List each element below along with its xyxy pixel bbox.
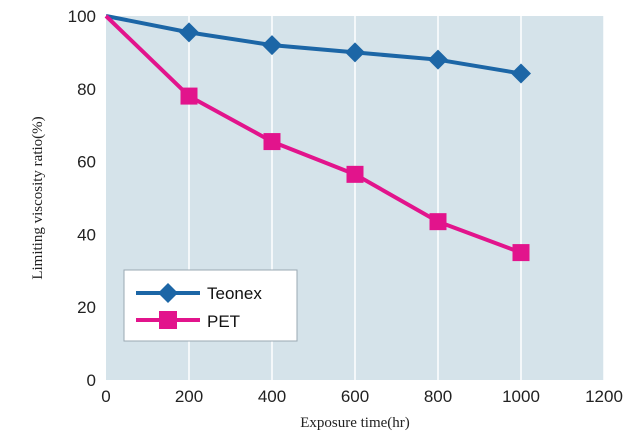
point-pet — [512, 244, 530, 262]
legend-marker-teonex — [158, 283, 178, 303]
point-teonex — [179, 22, 199, 43]
point-teonex — [511, 63, 531, 84]
series-layer — [104, 14, 531, 262]
x-tick-label: 200 — [175, 387, 203, 406]
point-pet — [346, 165, 364, 183]
y-tick-label: 80 — [77, 80, 96, 99]
y-tick-label: 60 — [77, 153, 96, 172]
point-pet — [180, 87, 198, 105]
legend-box — [123, 269, 298, 342]
legend: Teonex PET — [123, 269, 298, 342]
y-tick-label: 40 — [77, 225, 96, 244]
series-line-pet — [104, 14, 522, 255]
y-tick-label: 20 — [77, 298, 96, 317]
x-tick-label: 0 — [101, 387, 110, 406]
gridlines — [188, 16, 605, 380]
legend-marker-pet — [159, 311, 177, 329]
tick-labels: 0 200 400 600 800 1000 1200 0 20 40 60 80 100 — [68, 7, 623, 406]
x-axis-title: Exposure time(hr) — [300, 415, 410, 431]
x-tick-label: 600 — [341, 387, 369, 406]
y-tick-label: 100 — [68, 7, 96, 26]
series-line-teonex — [105, 14, 522, 76]
x-tick-label: 1200 — [585, 387, 623, 406]
x-tick-label: 800 — [424, 387, 452, 406]
legend-label-teonex: Teonex — [207, 284, 262, 303]
y-tick-label: 0 — [87, 371, 96, 390]
point-teonex — [428, 49, 448, 70]
y-axis-title: Limiting viscosity ratio(%) — [30, 116, 46, 279]
x-tick-label: 1000 — [502, 387, 540, 406]
legend-label-pet: PET — [207, 312, 240, 331]
point-pet — [429, 213, 447, 231]
x-tick-label: 400 — [258, 387, 286, 406]
point-teonex — [345, 42, 365, 63]
point-pet — [263, 133, 281, 151]
point-teonex — [262, 35, 282, 56]
